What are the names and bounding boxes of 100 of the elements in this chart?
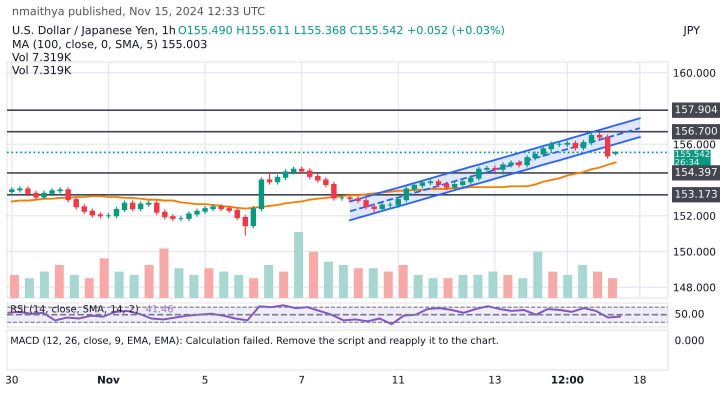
ref-line-label: 155.542 26:34 [675,150,710,166]
candlestick [242,214,248,236]
bar [279,272,288,298]
candlestick [65,186,71,203]
candlestick [323,176,329,188]
text: MACD (12, 26, close, 9, EMA, EMA): Calculation failed. Remove the script and reapply it to the chart. [11,336,498,346]
bar [533,252,542,298]
y-tick-label: 152.000 [674,212,716,220]
y-tick-label: 156.000 [674,140,716,148]
bar [219,272,228,298]
bar [578,265,588,298]
bar [518,278,528,298]
candlestick [74,196,79,210]
bar [488,272,498,298]
candlestick [588,132,594,146]
ref-line-label: 154.397 [676,168,717,176]
bar [100,258,109,298]
bar [458,274,468,298]
candlestick [154,200,160,216]
candlestick [363,197,369,210]
bar [473,274,482,298]
category-label: 12:00 [552,376,584,384]
bar [10,274,19,298]
text: JPY [682,26,700,36]
bar [444,278,453,298]
ref-line-label: 157.904 [676,105,718,114]
bar [24,278,34,298]
bar [593,272,602,298]
candlestick [122,200,128,213]
bar [234,274,244,298]
candlestick [162,208,168,220]
ref-line-label: 50.00 [675,310,704,318]
candlestick [580,139,586,152]
candlestick [396,196,401,208]
text: MA (100, close, 0, SMA, 5) 155.003 [13,40,206,50]
bar [84,278,94,298]
candlestick [82,204,87,215]
category-label: Nov [98,376,120,384]
y-tick-label: 148.000 [674,284,716,292]
candlestick [282,168,288,181]
candlestick [404,186,410,203]
bar [309,252,318,298]
text: nmaithya published, Nov 15, 2024 12:33 UTC [13,6,264,18]
category-label: 11 [392,376,404,384]
candlestick [186,210,192,222]
candlestick [476,166,482,182]
candlestick [138,200,144,212]
line-series [349,117,641,202]
y-tick-label: 150.000 [674,248,716,256]
candlestick [25,186,31,197]
bar [608,278,618,298]
bar [144,265,154,298]
category-label: 5 [202,376,208,384]
bar [54,265,64,298]
bar [264,265,274,298]
candlestick [274,174,280,186]
y-tick-label: 160.000 [674,68,716,77]
category-label: 18 [634,376,646,384]
category-label: 30 [6,376,18,384]
bar [398,265,408,298]
candlestick [250,205,256,229]
bar [384,272,393,298]
candlestick [234,207,240,221]
candlestick [604,134,610,160]
bar [174,268,184,298]
category-label: 7 [299,376,304,384]
bar [414,274,423,298]
candlestick [130,200,136,212]
bar [40,272,49,298]
bar [160,248,168,298]
candlestick [266,172,272,186]
bar [338,265,348,298]
candlestick [331,181,337,202]
line-series [349,136,641,222]
bar [204,268,214,298]
candlestick [307,168,312,180]
bar [428,278,438,298]
candlestick [114,206,120,219]
category-label: 13 [489,376,501,384]
candlestick [524,154,530,168]
bar [368,268,378,298]
ref-line-label: 156.700 [676,126,717,135]
bar [354,268,363,298]
bar [189,274,198,298]
bar [70,274,79,298]
text: O155.490 H155.611 L155.368 C155.542 +0.052 (+0.03%) [178,26,504,36]
ref-line-label: 153.173 [676,190,717,198]
bar [503,274,512,298]
candlestick [500,162,506,176]
bar [114,272,124,298]
bar [548,272,558,298]
bar [130,274,139,298]
text: Vol 7.319K [12,52,72,62]
candlestick [572,140,578,152]
bar [294,232,304,298]
bar [563,274,572,298]
bar [249,278,258,298]
line-series [349,127,641,212]
bar [324,262,333,298]
chart-title: U.S. Dollar / Japanese Yen, 1h [12,26,175,36]
